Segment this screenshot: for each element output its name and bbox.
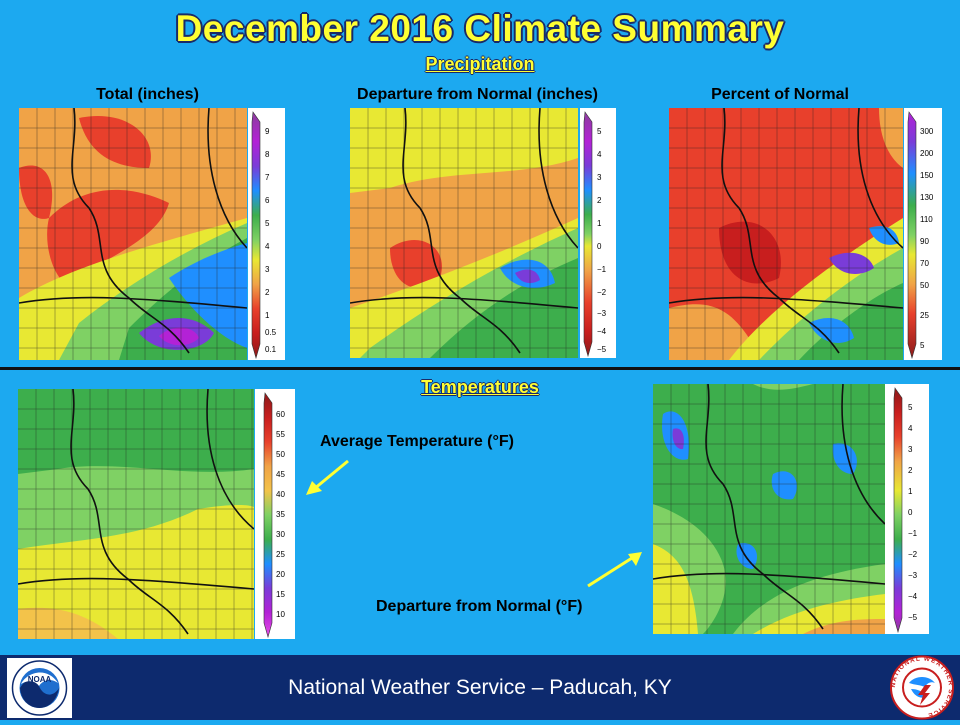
legend-tick: −4 <box>908 592 918 601</box>
precip-total-legend: 9 8 7 6 5 4 3 2 1 0.5 0.1 <box>248 108 285 360</box>
precip-departure-legend: 5 4 3 2 1 0 −1 −2 −3 −4 −5 <box>580 108 616 358</box>
legend-tick: 2 <box>265 288 270 297</box>
noaa-logo-text: NOAA <box>28 675 52 684</box>
legend-tick: 4 <box>597 150 602 159</box>
precip-percent-legend: 300 200 150 130 110 90 70 50 25 5 <box>904 108 942 360</box>
avg-temp-label: Average Temperature (°F) <box>320 433 515 450</box>
legend-tick: 150 <box>920 171 934 180</box>
legend-tick: 2 <box>908 466 913 475</box>
page-title: December 2016 Climate Summary <box>175 8 785 49</box>
legend-tick: 110 <box>920 215 933 224</box>
arrow-to-avg-temp-map <box>306 459 349 495</box>
legend-tick: 20 <box>276 570 285 579</box>
legend-tick: 8 <box>265 150 270 159</box>
legend-tick: 200 <box>920 149 934 158</box>
legend-tick: −5 <box>597 345 607 354</box>
temp-departure-map <box>653 384 885 634</box>
legend-tick: 300 <box>920 127 934 136</box>
legend-tick: −4 <box>597 327 607 336</box>
legend-tick: 1 <box>908 487 913 496</box>
legend-tick: 50 <box>920 281 929 290</box>
footer-bar <box>0 655 960 720</box>
legend-tick: −1 <box>908 529 918 538</box>
precip-total-map <box>19 108 247 360</box>
legend-tick: 25 <box>920 311 929 320</box>
legend-tick: 0.5 <box>265 328 277 337</box>
arrow-to-temp-departure-map <box>587 552 642 588</box>
legend-tick: 90 <box>920 237 929 246</box>
legend-tick: −5 <box>908 613 918 622</box>
precip-departure-label: Departure from Normal (inches) <box>357 86 598 103</box>
precip-departure-map <box>350 108 578 358</box>
legend-tick: 50 <box>276 450 285 459</box>
legend-tick: 4 <box>265 242 270 251</box>
legend-tick: 7 <box>265 173 270 182</box>
legend-tick: 3 <box>908 445 913 454</box>
legend-tick: 15 <box>276 590 285 599</box>
precip-percent-label: Percent of Normal <box>711 86 849 103</box>
nws-logo: NATIONAL WEATHER SERVICE <box>887 655 957 720</box>
precip-percent-map <box>669 108 903 360</box>
legend-tick: 9 <box>265 127 270 136</box>
legend-tick: 35 <box>276 510 285 519</box>
precipitation-heading: Precipitation <box>425 54 535 74</box>
legend-tick: 2 <box>597 196 602 205</box>
legend-tick: −3 <box>597 309 607 318</box>
legend-tick: 0 <box>597 242 602 251</box>
legend-tick: 0.1 <box>265 345 277 354</box>
legend-tick: 30 <box>276 530 285 539</box>
legend-tick: 5 <box>597 127 602 136</box>
legend-tick: −1 <box>597 265 607 274</box>
noaa-logo: NOAA <box>7 658 72 718</box>
precip-total-label: Total (inches) <box>96 86 199 103</box>
legend-tick: 1 <box>265 311 270 320</box>
temperatures-heading: Temperatures <box>421 377 539 397</box>
legend-tick: 25 <box>276 550 285 559</box>
legend-tick: 45 <box>276 470 285 479</box>
legend-tick: 4 <box>908 424 913 433</box>
legend-tick: −2 <box>908 550 918 559</box>
legend-tick: 3 <box>265 265 270 274</box>
legend-tick: 5 <box>908 403 913 412</box>
avg-temp-legend: 60 55 50 45 40 35 30 25 20 15 10 <box>255 389 295 639</box>
legend-tick: 130 <box>920 193 934 202</box>
legend-tick: 6 <box>265 196 270 205</box>
footer-text: National Weather Service – Paducah, KY <box>288 676 672 699</box>
temp-departure-legend: 5 4 3 2 1 0 −1 −2 −3 −4 −5 <box>885 384 929 634</box>
legend-tick: 0 <box>908 508 913 517</box>
legend-tick: 70 <box>920 259 929 268</box>
legend-tick: 3 <box>597 173 602 182</box>
legend-tick: −2 <box>597 288 607 297</box>
legend-tick: 55 <box>276 430 285 439</box>
legend-tick: 1 <box>597 219 602 228</box>
legend-tick: 60 <box>276 410 285 419</box>
legend-tick: 40 <box>276 490 285 499</box>
section-divider <box>0 367 960 370</box>
legend-tick: 5 <box>265 219 270 228</box>
legend-tick: 10 <box>276 610 285 619</box>
avg-temp-map <box>18 389 254 639</box>
legend-tick: 5 <box>920 341 925 350</box>
legend-tick: −3 <box>908 571 918 580</box>
temp-departure-label: Departure from Normal (°F) <box>376 598 583 615</box>
